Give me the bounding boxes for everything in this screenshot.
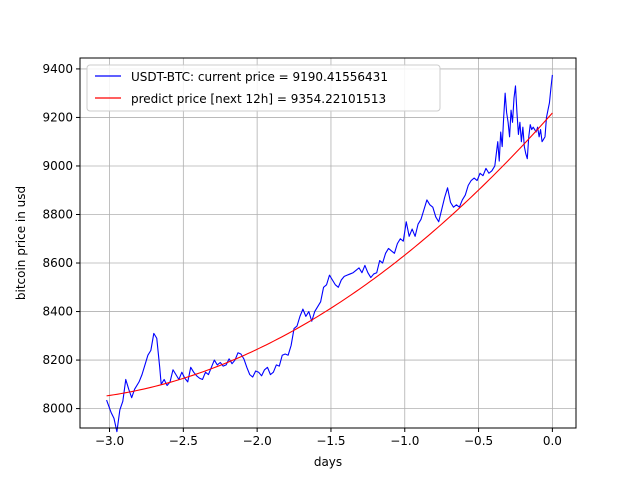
y-tick-label: 8600 [42,256,73,270]
y-tick-label: 8400 [42,305,73,319]
y-axis-label: bitcoin price in usd [14,186,28,300]
x-axis-label: days [314,455,342,469]
y-tick-label: 8800 [42,207,73,221]
x-tick-label: −2.0 [243,434,272,448]
x-tick-label: −1.0 [390,434,419,448]
x-tick-label: −2.5 [169,434,198,448]
x-tick-label: −1.5 [316,434,345,448]
legend-label-predict: predict price [next 12h] = 9354.22101513 [131,92,386,106]
plot-frame [79,57,577,429]
y-tick-label: 9200 [42,110,73,124]
x-tick-label: −3.0 [95,434,124,448]
series-lines [106,74,553,433]
x-tick-label: 0.0 [543,434,562,448]
y-tick-label: 9000 [42,159,73,173]
y-tick-label: 9400 [42,62,73,76]
legend-label-actual: USDT-BTC: current price = 9190.41556431 [131,70,388,84]
x-tick-label: −0.5 [464,434,493,448]
legend: USDT-BTC: current price = 9190.41556431 … [86,64,441,112]
series-line-predicted-price [106,112,553,397]
legend-frame [86,64,441,112]
y-tick-label: 8200 [42,353,73,367]
y-tick-label: 8000 [42,402,73,416]
axis-ticks: −3.0 −2.5 −2.0 −1.5 −1.0 −0.5 0.0 8000 8200 8400 8… [42,62,561,448]
series-line-actual-price [106,74,553,433]
